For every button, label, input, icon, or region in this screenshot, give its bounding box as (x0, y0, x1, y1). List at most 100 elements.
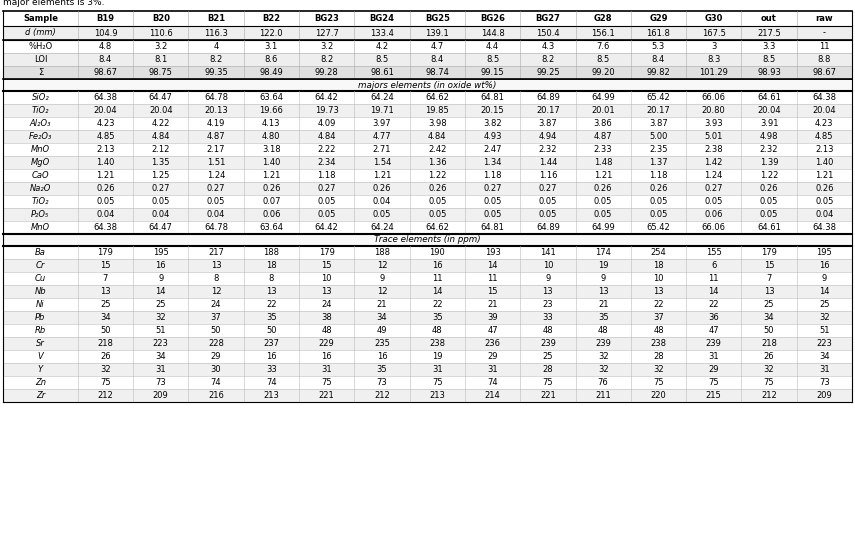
Text: 22: 22 (432, 300, 443, 309)
Text: 24: 24 (321, 300, 332, 309)
Text: 75: 75 (764, 378, 775, 387)
Text: 48: 48 (432, 326, 443, 335)
Text: Zr: Zr (36, 391, 45, 400)
Text: 2.13: 2.13 (97, 145, 115, 154)
Text: 36: 36 (709, 313, 719, 322)
Text: -: - (823, 28, 826, 37)
Text: 35: 35 (598, 313, 609, 322)
Text: 64.42: 64.42 (315, 93, 339, 102)
Text: 29: 29 (211, 352, 221, 361)
Text: 4.7: 4.7 (431, 42, 444, 51)
Text: 239: 239 (595, 339, 611, 348)
Text: 12: 12 (377, 261, 387, 270)
Text: 0.27: 0.27 (539, 184, 557, 193)
Text: 31: 31 (487, 365, 498, 374)
Text: 20.04: 20.04 (758, 106, 781, 115)
Text: 8.5: 8.5 (486, 55, 499, 64)
Bar (3, 79, 852, 91)
Text: 215: 215 (706, 391, 722, 400)
Text: 101.29: 101.29 (699, 68, 728, 77)
Text: 64.81: 64.81 (481, 93, 504, 102)
Text: 64.24: 64.24 (370, 223, 394, 232)
Text: Na₂O: Na₂O (30, 184, 51, 193)
Text: P₂O₅: P₂O₅ (32, 210, 50, 219)
Text: 139.1: 139.1 (426, 28, 449, 37)
Text: 0.27: 0.27 (207, 184, 226, 193)
Text: 64.99: 64.99 (592, 93, 615, 102)
Text: 3.86: 3.86 (593, 119, 612, 128)
Text: 64.61: 64.61 (758, 223, 781, 232)
Text: 0.05: 0.05 (317, 210, 336, 219)
Bar (3, 104, 852, 117)
Text: 216: 216 (208, 391, 224, 400)
Text: %H₂O: %H₂O (28, 42, 52, 51)
Text: Sr: Sr (36, 339, 44, 348)
Text: 99.35: 99.35 (204, 68, 228, 77)
Text: 2.13: 2.13 (815, 145, 834, 154)
Text: 239: 239 (540, 339, 556, 348)
Text: 74: 74 (210, 378, 221, 387)
Text: 9: 9 (822, 274, 827, 283)
Text: 8.6: 8.6 (265, 55, 278, 64)
Text: 65.42: 65.42 (646, 223, 670, 232)
Text: 0.26: 0.26 (97, 184, 115, 193)
Text: 50: 50 (100, 326, 110, 335)
Text: 15: 15 (321, 261, 332, 270)
Bar (3, 195, 852, 208)
Text: 0.06: 0.06 (705, 210, 723, 219)
Text: 4.13: 4.13 (262, 119, 280, 128)
Text: 98.67: 98.67 (812, 68, 836, 77)
Text: 212: 212 (761, 391, 777, 400)
Text: 48: 48 (543, 326, 553, 335)
Text: 0.05: 0.05 (815, 197, 834, 206)
Text: 13: 13 (764, 287, 775, 296)
Text: 213: 213 (263, 391, 280, 400)
Text: 4.85: 4.85 (815, 132, 834, 141)
Text: 4.23: 4.23 (815, 119, 834, 128)
Bar (3, 337, 852, 350)
Text: 12: 12 (377, 287, 387, 296)
Text: 75: 75 (432, 378, 443, 387)
Text: Nb: Nb (34, 287, 46, 296)
Text: d (mm): d (mm) (25, 28, 56, 37)
Text: 1.44: 1.44 (539, 158, 557, 167)
Text: 64.81: 64.81 (481, 223, 504, 232)
Text: 4.84: 4.84 (151, 132, 170, 141)
Text: 223: 223 (817, 339, 832, 348)
Text: 19.71: 19.71 (370, 106, 394, 115)
Text: 0.05: 0.05 (317, 197, 336, 206)
Text: raw: raw (816, 14, 833, 23)
Text: 0.05: 0.05 (760, 197, 778, 206)
Text: 31: 31 (819, 365, 829, 374)
Text: 8.5: 8.5 (375, 55, 388, 64)
Text: 4.22: 4.22 (151, 119, 170, 128)
Bar (3, 156, 852, 169)
Text: 4.98: 4.98 (760, 132, 778, 141)
Bar (3, 26, 852, 40)
Text: 116.3: 116.3 (204, 28, 228, 37)
Text: 15: 15 (100, 261, 110, 270)
Text: 19: 19 (432, 352, 443, 361)
Text: 64.38: 64.38 (93, 223, 117, 232)
Text: 34: 34 (156, 352, 166, 361)
Text: 99.20: 99.20 (592, 68, 615, 77)
Text: 99.25: 99.25 (536, 68, 560, 77)
Text: 1.21: 1.21 (815, 171, 834, 180)
Text: V: V (38, 352, 44, 361)
Text: 30: 30 (210, 365, 221, 374)
Text: 1.21: 1.21 (262, 171, 280, 180)
Text: 2.32: 2.32 (539, 145, 557, 154)
Text: 15: 15 (487, 287, 498, 296)
Text: 35: 35 (377, 365, 387, 374)
Text: 64.47: 64.47 (149, 223, 173, 232)
Text: 10: 10 (543, 261, 553, 270)
Text: 0.26: 0.26 (262, 184, 280, 193)
Text: 5.3: 5.3 (652, 42, 665, 51)
Text: 11: 11 (432, 274, 443, 283)
Bar (3, 363, 852, 376)
Text: 104.9: 104.9 (94, 28, 117, 37)
Text: 33: 33 (266, 365, 277, 374)
Text: 229: 229 (319, 339, 334, 348)
Text: Ba: Ba (35, 248, 46, 257)
Text: 15: 15 (764, 261, 775, 270)
